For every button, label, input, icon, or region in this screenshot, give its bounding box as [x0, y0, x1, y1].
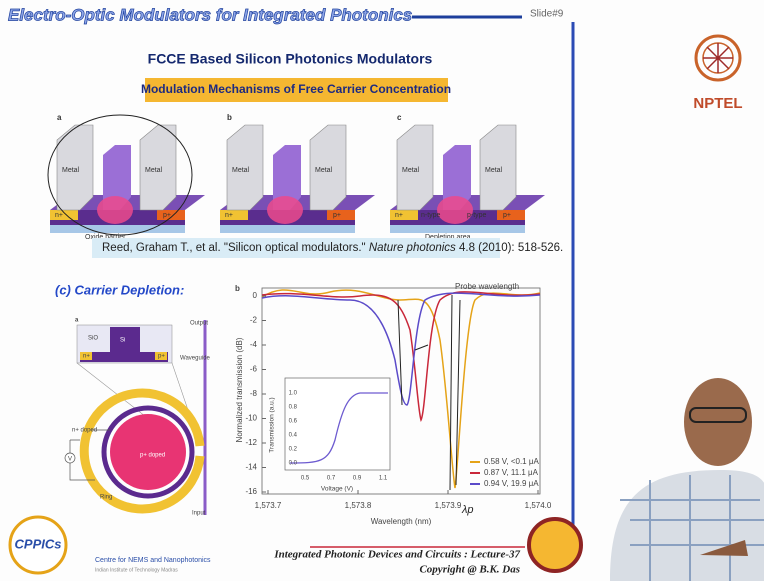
metal-label: Metal	[315, 167, 333, 174]
inset-y-tick-label: 0.6	[289, 419, 298, 425]
y-tick-label: -10	[245, 414, 257, 423]
y-tick-label: -4	[250, 340, 258, 349]
source-label: V	[68, 457, 72, 463]
slide-number: Slide#9	[530, 9, 564, 20]
heading: FCCE Based Silicon Photonics Modulators	[148, 51, 433, 67]
p-type-label: p-type	[467, 212, 487, 219]
oxide	[220, 225, 355, 233]
y-tick-label: 0	[253, 291, 258, 300]
metal-label: Metal	[402, 167, 420, 174]
mode	[97, 196, 133, 224]
doping-label: n+	[395, 212, 403, 219]
citation: Reed, Graham T., et al. "Silicon optical…	[102, 242, 563, 254]
metal-label: Metal	[485, 167, 503, 174]
inset-y-label: Transmission (a.u.)	[269, 397, 276, 452]
inset-y-tick-label: 1.0	[289, 391, 298, 397]
n-plus-label: n+	[83, 354, 90, 360]
sio-label: SiO	[88, 336, 98, 342]
si-label: Si	[120, 338, 125, 344]
legend-label: 0.87 V, 11.1 μA	[484, 468, 539, 477]
x-tick-label: 1,574.0	[525, 501, 552, 510]
legend-label: 0.94 V, 19.9 μA	[484, 479, 539, 488]
section-title: (c) Carrier Depletion:	[55, 282, 184, 297]
y-tick-label: -6	[250, 365, 258, 374]
output-label: Output	[190, 321, 208, 327]
p-doped-label: p+ doped	[140, 453, 165, 459]
inset-frame	[285, 378, 390, 470]
centre-name: Centre for NEMS and Nanophotonics	[95, 557, 211, 564]
inset-y-tick-label: 0.8	[289, 405, 298, 411]
doping-label: p+	[503, 212, 511, 219]
y-tick-label: -2	[250, 316, 258, 325]
y-tick-label: -12	[245, 438, 257, 447]
spectrum-label: b	[235, 284, 240, 293]
cppics-text: CPPICs	[15, 536, 62, 551]
lambda-note: λp	[461, 504, 474, 516]
oxide	[50, 225, 185, 233]
y-tick-label: -16	[245, 487, 257, 496]
inset-x-label: Voltage (V)	[321, 486, 353, 493]
copyright: Copyright @ B.K. Das	[419, 564, 520, 576]
y-tick-label: -14	[245, 463, 257, 472]
inset-x-tick-label: 1.1	[379, 476, 388, 482]
citation-journal: Nature photonics	[369, 242, 456, 254]
mode	[267, 196, 303, 224]
oxide	[390, 225, 525, 233]
citation-authors: Reed, Graham T., et al. "Silicon optical…	[102, 242, 366, 254]
probe-annotation: Probe wavelength	[455, 282, 519, 291]
course-name: Integrated Photonic Devices and Circuits…	[273, 549, 520, 561]
mode	[437, 196, 473, 224]
waveguide-label: Waveguide	[180, 356, 210, 362]
doping-label: n+	[225, 212, 233, 219]
doping-label: n+	[55, 212, 63, 219]
metal-label: Metal	[232, 167, 250, 174]
panel-label: c	[397, 113, 402, 122]
slide-title: Electro-Optic Modulators for Integrated …	[8, 5, 412, 24]
inset-x-tick-label: 0.7	[327, 476, 336, 482]
doping-label: p+	[333, 212, 341, 219]
p-plus-label: p+	[158, 354, 165, 360]
x-tick-label: 1,573.7	[255, 501, 282, 510]
slide: Electro-Optic Modulators for Integrated …	[0, 0, 764, 581]
input-label: Input	[192, 511, 206, 517]
y-tick-label: -8	[250, 389, 258, 398]
institute-name: Indian Institute of Technology Madras	[95, 567, 178, 573]
panel-label: a	[57, 113, 62, 122]
x-axis-label: Wavelength (nm)	[371, 517, 432, 526]
metal-label: Metal	[62, 167, 80, 174]
legend-label: 0.58 V, <0.1 μA	[484, 457, 539, 466]
citation-details: 4.8 (2010): 518-526.	[459, 242, 563, 254]
right-doping	[327, 210, 355, 220]
right-doping	[157, 210, 185, 220]
inset-x-tick-label: 0.9	[353, 476, 362, 482]
x-tick-label: 1,573.8	[345, 501, 372, 510]
inset-y-tick-label: 0.4	[289, 433, 298, 439]
metal-label: Metal	[145, 167, 163, 174]
inset-x-tick-label: 0.5	[301, 476, 310, 482]
subheading: Modulation Mechanisms of Free Carrier Co…	[141, 82, 451, 96]
n-doped-label: n+ doped	[72, 428, 97, 434]
ring-name: Ring	[100, 495, 112, 501]
panel-label: b	[227, 113, 232, 122]
nptel-text: NPTEL	[693, 95, 742, 112]
iit-logo	[529, 519, 581, 571]
y-axis-label: Normalized transmission (dB)	[235, 337, 244, 442]
n-type-label: n-type	[421, 212, 441, 219]
right-doping	[497, 210, 525, 220]
inset-y-tick-label: 0.0	[289, 461, 298, 467]
x-tick-label: 1,573.9	[435, 501, 462, 510]
inset-y-tick-label: 0.2	[289, 447, 298, 453]
